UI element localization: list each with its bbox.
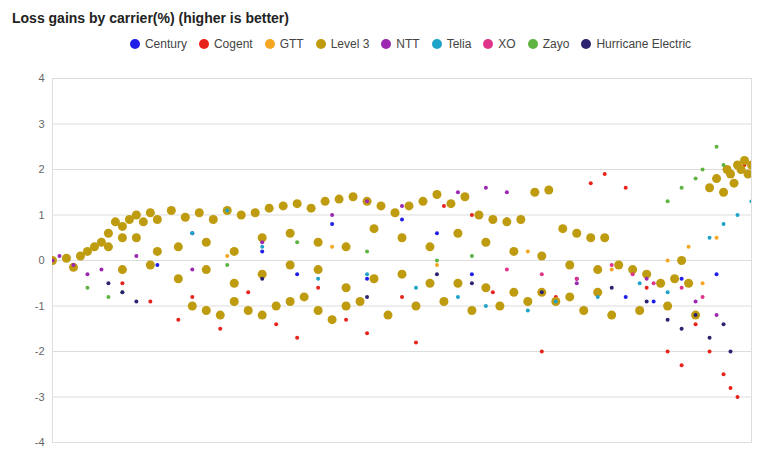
html-text:Century: Century <box>144 37 187 51</box>
svg-text:1: 1 <box>38 209 44 221</box>
svg-text:-3: -3 <box>35 391 45 403</box>
html-text:Hurricane Electric: Hurricane Electric <box>596 37 692 51</box>
svg-text:-4: -4 <box>35 436 45 448</box>
html-text:Loss gains by carrier(%) (high: Loss gains by carrier(%) (higher is bett… <box>12 10 289 26</box>
svg-text:3: 3 <box>38 118 44 130</box>
svg-text:4: 4 <box>38 72 44 84</box>
html-text:GTT: GTT <box>279 37 304 51</box>
html-text:Telia: Telia <box>446 37 472 51</box>
svg-text:-1: -1 <box>35 300 45 312</box>
html-text:Zayo: Zayo <box>542 37 570 51</box>
html-text:Level 3: Level 3 <box>330 37 370 51</box>
html-text:NTT: NTT <box>396 37 420 51</box>
svg-text:0: 0 <box>38 254 44 266</box>
html-text:XO: XO <box>498 37 516 51</box>
svg-text:-2: -2 <box>35 345 45 357</box>
html-text:Cogent: Cogent <box>213 37 253 51</box>
svg-text:2: 2 <box>38 163 44 175</box>
